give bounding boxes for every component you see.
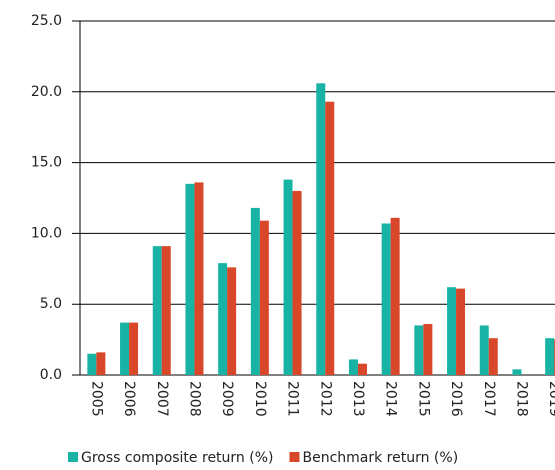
bar [512, 369, 522, 375]
y-tick-label: 15.0 [31, 155, 62, 171]
x-tick-label: 2011 [285, 381, 301, 417]
bar [250, 207, 260, 375]
bar [545, 338, 555, 375]
x-tick-label: 2008 [186, 381, 202, 417]
bar [316, 83, 326, 375]
bar [292, 190, 302, 375]
x-tick-label: 2009 [219, 381, 235, 417]
x-tick-label: 2005 [88, 381, 104, 417]
bar [348, 359, 358, 375]
x-tick-label: 2007 [154, 381, 170, 417]
legend-label: Gross composite return (%) [81, 450, 273, 466]
bar [447, 287, 457, 375]
x-tick-label: 2017 [481, 381, 497, 417]
bar [218, 263, 228, 375]
bar [87, 353, 97, 375]
y-tick-label: 20.0 [31, 84, 62, 100]
x-tick-label: 2006 [121, 381, 137, 417]
bar [129, 322, 139, 375]
bar [120, 322, 130, 375]
bar [456, 288, 466, 375]
bar [227, 267, 237, 375]
x-tick-label: 2012 [317, 381, 333, 417]
y-tick-label: 0.0 [40, 367, 62, 383]
bar [381, 223, 391, 375]
bar [479, 325, 489, 375]
x-tick-label: 2015 [415, 381, 431, 417]
bar [325, 101, 335, 375]
x-tick-label: 2013 [350, 381, 366, 417]
x-tick-label: 2014 [383, 381, 399, 417]
y-tick-label: 25.0 [31, 13, 62, 29]
y-tick-label: 10.0 [31, 225, 62, 241]
x-tick-label: 2019 [546, 381, 555, 417]
bar [185, 183, 195, 375]
bar [194, 182, 204, 375]
bar [423, 324, 433, 375]
bar [283, 179, 293, 375]
bar [259, 220, 269, 375]
legend-label: Benchmark return (%) [302, 450, 458, 466]
bar [390, 217, 400, 375]
x-tick-label: 2010 [252, 381, 268, 417]
bar [357, 363, 367, 375]
bar [414, 325, 424, 375]
legend-swatch [289, 452, 300, 462]
bar [161, 246, 171, 375]
bar [488, 338, 498, 375]
x-tick-label: 2018 [513, 381, 529, 417]
x-tick-label: 2016 [448, 381, 464, 417]
bar [96, 352, 106, 375]
legend-swatch [68, 452, 78, 462]
y-tick-label: 5.0 [40, 296, 62, 312]
bar [152, 246, 162, 375]
